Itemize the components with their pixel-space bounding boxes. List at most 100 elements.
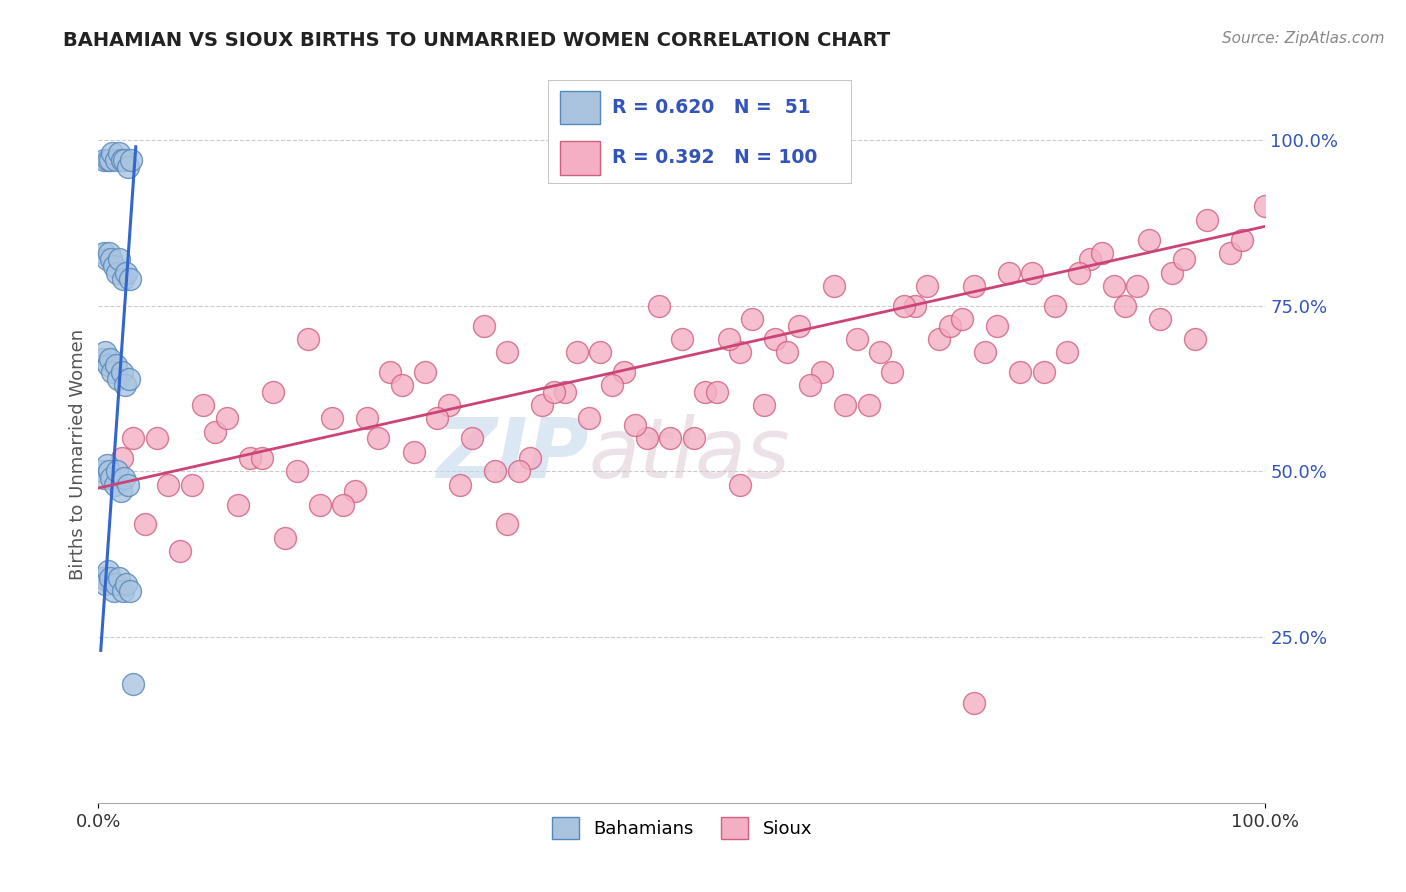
Point (799, 378, 821, 392)
Point (1173, 252, 1195, 267)
Point (461, 431, 484, 445)
Point (114, 378, 136, 392)
Point (309, 498, 332, 512)
Point (204, 425, 226, 439)
Point (110, 484, 132, 499)
Point (97, 245, 120, 260)
Point (717, 332, 740, 346)
Point (950, 312, 973, 326)
Point (111, 272, 134, 286)
Point (105, 465, 128, 479)
Point (103, 259, 125, 273)
Point (1080, 252, 1102, 267)
Point (1010, 365, 1032, 379)
Point (90, 465, 112, 479)
Point (880, 365, 903, 379)
Point (157, 477, 180, 491)
Point (108, 570, 131, 584)
Text: ZIP: ZIP (436, 415, 589, 495)
Point (496, 345, 519, 359)
Point (1056, 345, 1078, 359)
Point (741, 312, 763, 326)
Point (117, 160, 139, 174)
Point (1161, 266, 1184, 280)
Point (332, 498, 354, 512)
Point (100, 252, 122, 267)
Point (111, 451, 134, 466)
Point (250, 451, 273, 466)
Point (846, 332, 869, 346)
Point (94, 577, 117, 591)
Point (97, 564, 120, 578)
Point (1091, 245, 1114, 260)
Point (962, 697, 984, 711)
Point (111, 583, 134, 598)
Point (262, 384, 284, 399)
Point (565, 345, 588, 359)
Legend: Bahamians, Sioux: Bahamians, Sioux (544, 809, 820, 846)
Point (239, 451, 262, 466)
Point (274, 531, 297, 545)
Point (100, 471, 122, 485)
Point (101, 365, 124, 379)
Point (356, 411, 378, 425)
Point (94, 345, 117, 359)
FancyBboxPatch shape (561, 141, 600, 175)
Point (543, 384, 565, 399)
Point (695, 384, 717, 399)
Point (939, 318, 962, 333)
Point (105, 266, 128, 280)
Point (869, 345, 891, 359)
Point (193, 398, 215, 412)
Point (97, 153, 120, 167)
Point (1230, 233, 1253, 247)
Point (93, 471, 115, 485)
Point (111, 365, 134, 379)
Point (146, 431, 169, 445)
Point (787, 318, 810, 333)
Point (449, 477, 471, 491)
Point (496, 517, 519, 532)
Point (986, 318, 1008, 333)
Point (1067, 266, 1090, 280)
Point (96, 458, 118, 472)
Point (1184, 332, 1206, 346)
Point (1032, 365, 1054, 379)
Point (98, 351, 121, 366)
Text: R = 0.620   N =  51: R = 0.620 N = 51 (612, 98, 810, 118)
Point (647, 299, 669, 313)
Point (763, 332, 786, 346)
Point (834, 398, 856, 412)
Point (426, 411, 449, 425)
Point (1114, 299, 1136, 313)
Point (974, 345, 997, 359)
Point (915, 279, 938, 293)
Point (108, 146, 131, 161)
Point (93, 153, 115, 167)
Point (893, 299, 915, 313)
Point (776, 345, 799, 359)
Point (104, 477, 127, 491)
Point (962, 279, 984, 293)
Point (624, 418, 647, 433)
Point (98, 153, 121, 167)
Point (104, 359, 127, 373)
Point (589, 345, 612, 359)
Point (122, 431, 145, 445)
Point (578, 411, 600, 425)
Point (1137, 233, 1160, 247)
Point (101, 146, 124, 161)
Point (111, 153, 134, 167)
Point (858, 398, 880, 412)
Point (811, 365, 834, 379)
Point (928, 332, 950, 346)
Point (169, 544, 191, 558)
Point (472, 318, 495, 333)
Point (107, 372, 129, 386)
Point (1219, 245, 1241, 260)
Point (997, 266, 1019, 280)
Point (104, 577, 127, 591)
Point (344, 484, 367, 499)
Point (118, 272, 141, 286)
Point (600, 378, 623, 392)
